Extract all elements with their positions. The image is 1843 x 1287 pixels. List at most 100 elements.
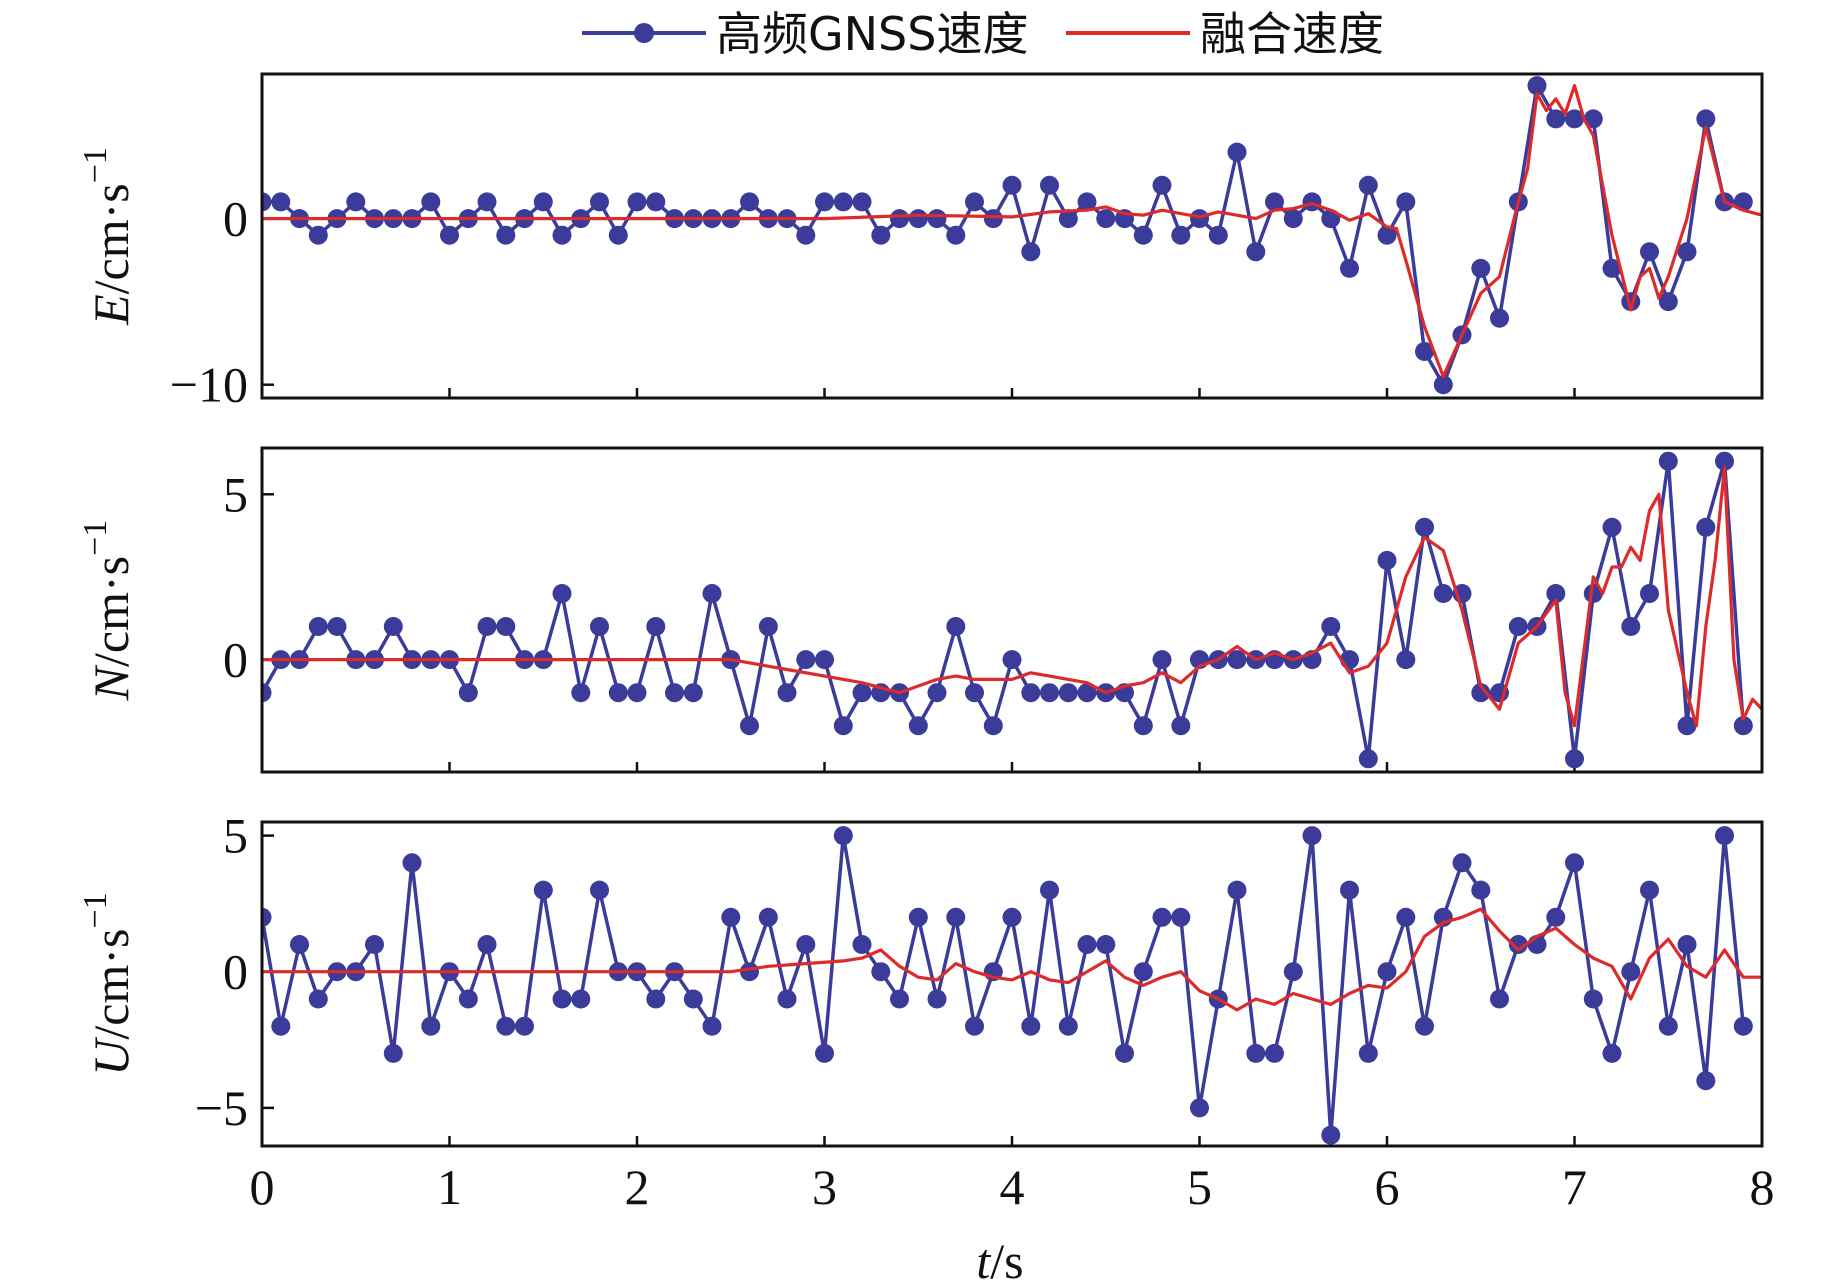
gnss-data-point <box>346 192 366 212</box>
fused-series-line <box>262 466 1762 728</box>
gnss-data-point <box>1096 935 1116 954</box>
gnss-data-point <box>1040 880 1059 900</box>
x-tick-label: 3 <box>812 1159 837 1215</box>
gnss-data-point <box>1040 175 1059 195</box>
gnss-data-point <box>590 617 609 636</box>
gnss-data-point <box>1508 617 1528 636</box>
gnss-data-point <box>1733 716 1753 736</box>
gnss-data-point <box>1002 175 1022 195</box>
y-tick-label: −5 <box>195 1080 248 1136</box>
gnss-data-point <box>1452 853 1472 873</box>
y-axis-unit-exponent: −1 <box>77 147 114 183</box>
gnss-data-point <box>1415 517 1434 537</box>
gnss-data-point <box>1190 209 1209 229</box>
gnss-data-point <box>1358 749 1378 769</box>
x-tick-label: 7 <box>1562 1159 1587 1215</box>
gnss-data-point <box>533 192 553 212</box>
gnss-data-point <box>1227 880 1247 900</box>
gnss-data-point <box>1583 109 1603 129</box>
gnss-data-point <box>965 1016 984 1036</box>
panel-e: 0 −10 E/cm·s−1 <box>77 72 1764 413</box>
gnss-data-point <box>1171 225 1191 245</box>
gnss-data-point <box>571 989 591 1009</box>
gnss-data-point <box>1265 1043 1284 1063</box>
gnss-data-point <box>383 617 403 636</box>
gnss-data-point <box>1208 225 1228 245</box>
gnss-data-point <box>308 617 328 636</box>
gnss-data-point <box>1077 683 1097 703</box>
gnss-data-point <box>308 989 328 1009</box>
gnss-data-point <box>927 989 947 1009</box>
gnss-data-point <box>458 989 478 1009</box>
gnss-data-point <box>702 1016 722 1036</box>
gnss-data-point <box>1640 584 1659 603</box>
gnss-data-point <box>1283 962 1303 982</box>
gnss-data-point <box>815 650 834 670</box>
gnss-data-point <box>852 192 872 212</box>
gnss-series-line <box>262 83 1744 387</box>
panel-u: 0 5 −5 U/cm·s−1 <box>77 808 1764 1148</box>
panel-frame <box>260 820 1764 1148</box>
gnss-data-point <box>458 683 478 703</box>
gnss-data-point <box>1715 826 1734 846</box>
gnss-data-point <box>271 1016 291 1036</box>
gnss-data-point <box>815 1043 834 1063</box>
gnss-series-line <box>262 459 1746 761</box>
gnss-data-point <box>571 683 591 703</box>
gnss-data-point <box>1640 880 1659 900</box>
gnss-data-point <box>1546 584 1566 603</box>
gnss-data-point <box>1152 175 1172 195</box>
y-axis-unit-exponent: −1 <box>77 520 114 556</box>
gnss-data-point <box>1565 749 1584 769</box>
gnss-data-point <box>1621 962 1641 982</box>
gnss-data-point <box>1471 258 1491 278</box>
x-tick-label: 6 <box>1375 1159 1400 1215</box>
gnss-data-point <box>590 192 609 212</box>
gnss-data-point <box>833 826 853 846</box>
y-axis-label: N/cm·s−1 <box>77 520 139 702</box>
gnss-data-point <box>646 617 666 636</box>
gnss-data-point <box>1677 716 1697 736</box>
gnss-data-point <box>1377 962 1397 982</box>
gnss-data-point <box>1396 907 1416 927</box>
gnss-data-point <box>1058 209 1078 229</box>
gnss-data-point <box>1396 192 1416 212</box>
gnss-data-point <box>796 225 816 245</box>
gnss-data-point <box>740 716 759 736</box>
gnss-data-point <box>702 584 722 603</box>
x-axis-label: t/s <box>976 1233 1023 1287</box>
gnss-data-point <box>1021 242 1041 262</box>
gnss-data-point <box>1152 907 1172 927</box>
gnss-data-point <box>1415 342 1434 361</box>
gnss-data-point <box>871 225 891 245</box>
panel-frame <box>260 446 1764 774</box>
legend-gnss-marker <box>634 23 654 43</box>
y-axis-variable: E <box>83 294 139 326</box>
gnss-data-point <box>271 192 291 212</box>
gnss-data-point <box>1658 292 1678 312</box>
gnss-data-point <box>1058 683 1078 703</box>
y-axis-label: U/cm·s−1 <box>77 892 139 1075</box>
gnss-data-point <box>1358 1043 1378 1063</box>
gnss-data-point <box>740 962 759 982</box>
y-axis-variable: N <box>83 664 139 701</box>
gnss-data-point <box>440 225 459 245</box>
gnss-data-point <box>1583 584 1603 603</box>
gnss-data-point <box>1658 451 1678 471</box>
gnss-data-point <box>983 209 1003 229</box>
gnss-data-point <box>1677 935 1697 954</box>
gnss-data-point <box>890 989 909 1009</box>
gnss-data-point <box>627 683 647 703</box>
gnss-data-point <box>796 650 816 670</box>
x-tick-label: 2 <box>625 1159 650 1215</box>
gnss-data-point <box>1396 650 1416 670</box>
gnss-data-point <box>1696 109 1716 129</box>
gnss-data-point <box>496 1016 516 1036</box>
gnss-data-point <box>1096 209 1116 229</box>
gnss-data-point <box>777 683 797 703</box>
y-tick-label: 0 <box>223 944 248 1000</box>
gnss-data-point <box>646 989 666 1009</box>
gnss-data-point <box>1133 962 1153 982</box>
